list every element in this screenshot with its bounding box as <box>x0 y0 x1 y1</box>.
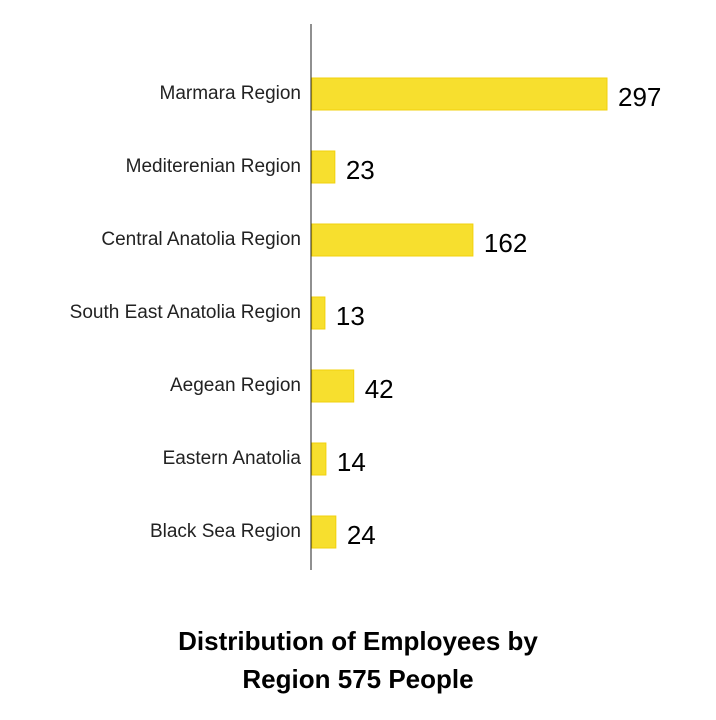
category-label-5: Eastern Anatolia <box>163 448 302 469</box>
value-label-5: 14 <box>337 447 366 477</box>
category-label-2: Central Anatolia Region <box>101 229 301 250</box>
bar-3 <box>311 296 326 330</box>
bar-1 <box>311 150 336 184</box>
category-label-6: Black Sea Region <box>150 521 301 542</box>
category-label-0: Marmara Region <box>160 83 302 104</box>
value-labels-group: 297 23 162 13 42 14 24 <box>336 82 661 550</box>
value-label-3: 13 <box>336 301 365 331</box>
bar-2 <box>311 223 474 257</box>
chart-title: Distribution of Employees by Region 575 … <box>0 622 716 698</box>
bar-6 <box>311 515 337 549</box>
value-label-1: 23 <box>346 155 375 185</box>
bars-group <box>311 77 608 549</box>
value-label-4: 42 <box>365 374 394 404</box>
category-label-1: Mediterenian Region <box>126 156 301 177</box>
value-label-2: 162 <box>484 228 527 258</box>
value-label-0: 297 <box>618 82 661 112</box>
category-label-3: South East Anatolia Region <box>70 302 301 323</box>
bar-4 <box>311 369 355 403</box>
category-labels-group: Marmara Region Mediterenian Region Central… <box>70 83 302 542</box>
value-label-6: 24 <box>347 520 376 550</box>
bar-5 <box>311 442 327 476</box>
category-label-4: Aegean Region <box>170 375 301 396</box>
chart-title-line-1: Distribution of Employees by <box>178 626 538 656</box>
chart-title-line-2: Region 575 People <box>242 664 474 694</box>
bar-0 <box>311 77 608 111</box>
